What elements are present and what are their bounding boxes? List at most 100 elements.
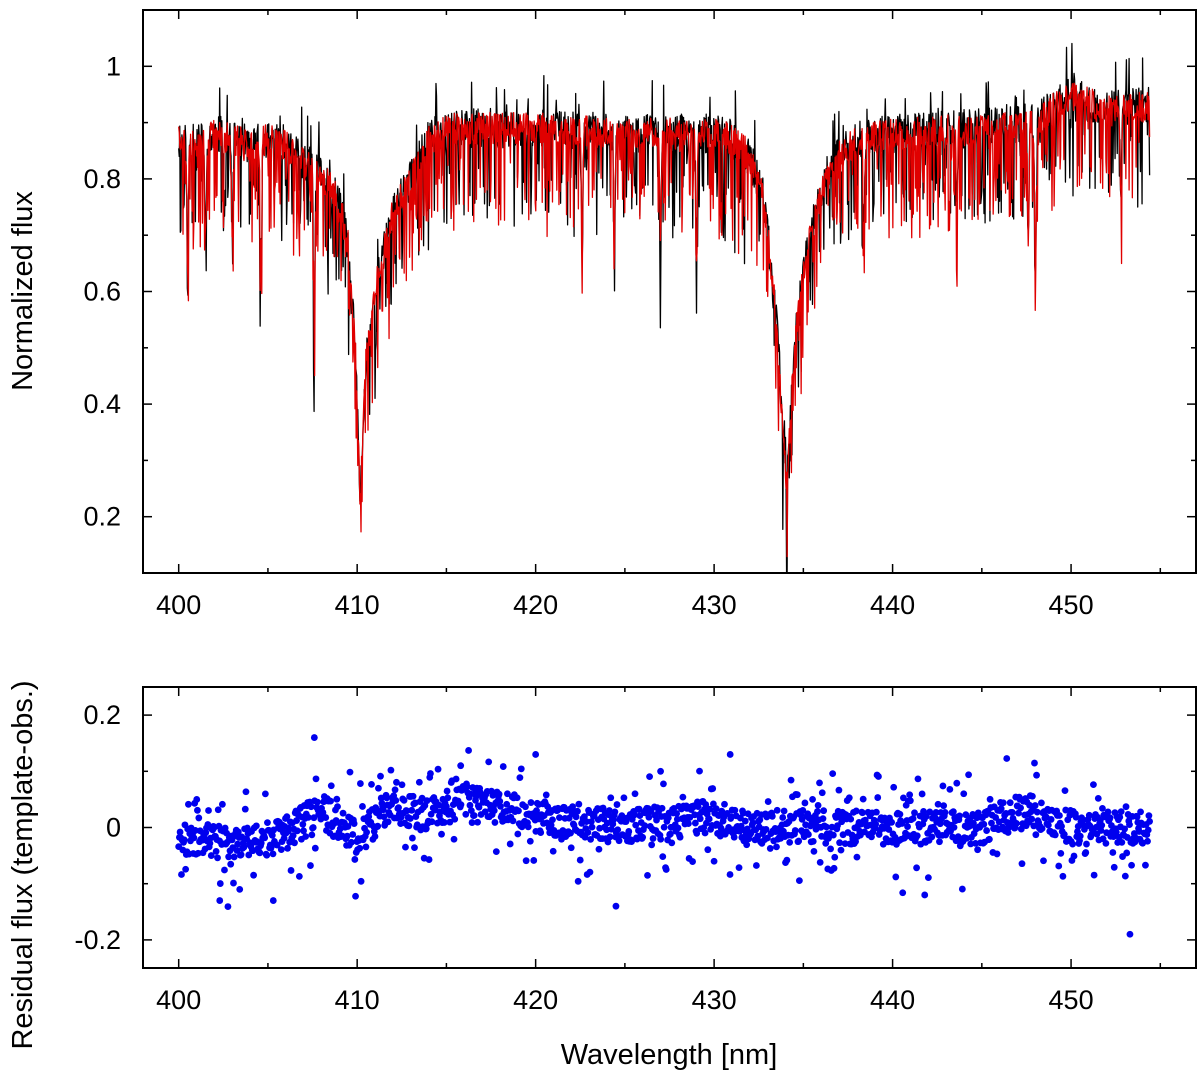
residual-point (837, 846, 845, 854)
residual-point (749, 819, 757, 827)
residual-point (277, 846, 285, 854)
residual-point (710, 857, 718, 865)
residual-point (499, 763, 507, 770)
residual-point (485, 758, 493, 766)
residual-point (735, 864, 743, 872)
residual-point (673, 810, 681, 817)
residual-point (662, 866, 670, 873)
residual-point (836, 839, 843, 847)
residual-point (225, 853, 233, 861)
residual-point (517, 765, 525, 773)
residual-point (818, 789, 826, 797)
residual-point (1090, 871, 1098, 879)
residual-point (872, 820, 880, 828)
flux-panel-frame (142, 9, 1197, 574)
residual-point (503, 800, 511, 808)
residual-point (764, 798, 772, 805)
residual-point (726, 871, 734, 878)
residual-point (1098, 821, 1106, 829)
residual-point (1110, 863, 1118, 871)
residual-point (1083, 840, 1090, 848)
residual-point (587, 835, 595, 843)
residual-point (522, 803, 529, 811)
residual-point (986, 795, 994, 803)
residual-point (762, 825, 770, 833)
residual-point (631, 790, 639, 798)
residual-point (362, 843, 370, 851)
residual-point (890, 783, 898, 791)
residual-point (615, 837, 623, 845)
residual-point (814, 808, 821, 815)
residual-point (496, 797, 504, 805)
residual-point (914, 775, 922, 783)
residual-point (1060, 830, 1068, 838)
residual-point (787, 776, 795, 784)
residual-point (1015, 809, 1022, 817)
residual-point (608, 825, 615, 833)
residual-point (377, 772, 384, 780)
residual-point (603, 819, 611, 827)
residual-point (302, 833, 310, 840)
residual-point (660, 780, 667, 788)
residual-point (273, 841, 281, 849)
residual-point (721, 800, 728, 808)
residual-point (773, 843, 780, 851)
residual-point (1076, 832, 1084, 840)
residual-point (920, 808, 927, 815)
residual-point (1133, 813, 1141, 821)
residual-point (918, 790, 926, 798)
residual-point (522, 857, 530, 865)
residual-point (835, 786, 843, 794)
residual-point (793, 791, 801, 799)
residual-point (463, 783, 471, 791)
residual-point (406, 815, 414, 822)
residual-point (216, 897, 224, 904)
residual-point (659, 853, 667, 861)
residual-x-tick-label: 450 (1049, 985, 1094, 1015)
residual-point (524, 823, 532, 831)
residual-point (440, 819, 448, 826)
residual-point (1121, 825, 1129, 833)
residual-point (625, 828, 633, 835)
residual-point (392, 797, 400, 804)
residual-point (527, 799, 535, 806)
residual-point (706, 805, 714, 813)
residual-point (911, 809, 918, 817)
residual-point (791, 827, 799, 834)
residual-point (649, 835, 657, 842)
residual-point (446, 818, 454, 826)
residual-point (299, 820, 307, 828)
residual-point (830, 864, 838, 872)
residual-point (980, 820, 988, 828)
residual-point (1006, 799, 1014, 807)
residual-point (442, 803, 450, 810)
residual-point (1118, 838, 1126, 846)
residual-point (874, 794, 882, 801)
residual-point (383, 794, 391, 802)
residual-point (685, 820, 692, 827)
residual-point (956, 812, 963, 820)
residual-point (829, 831, 837, 839)
residual-point (314, 798, 321, 806)
residual-point (965, 771, 972, 779)
residual-point (178, 871, 185, 878)
residual-point (1051, 831, 1059, 839)
residual-y-tick-label: -0.2 (74, 925, 121, 955)
residual-point (312, 775, 320, 783)
residual-point (1062, 806, 1070, 814)
residual-point (949, 808, 957, 816)
residual-point (1033, 771, 1040, 779)
residual-point (344, 823, 352, 830)
residual-point (1106, 814, 1114, 822)
residual-point (1031, 759, 1038, 767)
residual-point (451, 815, 459, 823)
residual-point (269, 897, 277, 904)
residual-point (1145, 812, 1153, 820)
residual-point (375, 784, 382, 792)
residual-point (620, 794, 628, 802)
residual-point (368, 781, 375, 788)
residual-point (270, 826, 278, 834)
residual-point (547, 821, 555, 829)
residual-point (872, 808, 880, 816)
residual-point (322, 814, 330, 821)
